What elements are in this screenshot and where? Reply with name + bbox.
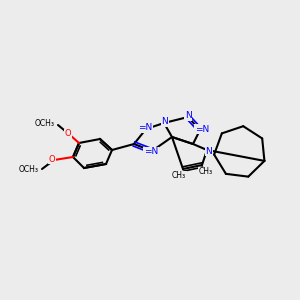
Text: OCH₃: OCH₃ — [35, 118, 55, 127]
Text: CH₃: CH₃ — [172, 172, 186, 181]
Text: O: O — [49, 154, 55, 164]
Text: =N: =N — [138, 124, 152, 133]
Text: N: N — [206, 146, 212, 155]
Text: =N: =N — [195, 124, 209, 134]
Text: N: N — [162, 118, 168, 127]
Text: O: O — [65, 130, 71, 139]
Text: OCH₃: OCH₃ — [19, 164, 39, 173]
Text: N: N — [184, 112, 191, 121]
Text: =N: =N — [144, 148, 158, 157]
Text: CH₃: CH₃ — [199, 167, 213, 176]
